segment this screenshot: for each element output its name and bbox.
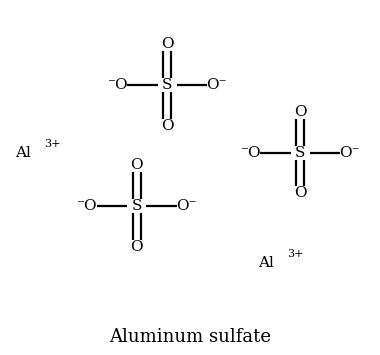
Text: O: O xyxy=(130,158,143,172)
Text: O⁻: O⁻ xyxy=(176,199,196,213)
Text: O: O xyxy=(161,37,174,51)
Text: Al: Al xyxy=(258,256,274,270)
Text: Aluminum sulfate: Aluminum sulfate xyxy=(109,328,271,346)
Text: ⁻O: ⁻O xyxy=(241,146,261,160)
Text: 3+: 3+ xyxy=(44,139,60,149)
Text: ⁻O: ⁻O xyxy=(77,199,98,213)
Text: O: O xyxy=(161,119,174,133)
Text: Al: Al xyxy=(15,146,31,160)
Text: S: S xyxy=(295,146,306,160)
Text: 3+: 3+ xyxy=(287,249,303,259)
Text: O⁻: O⁻ xyxy=(206,78,227,92)
Text: ⁻O: ⁻O xyxy=(108,78,128,92)
Text: O⁻: O⁻ xyxy=(339,146,360,160)
Text: O: O xyxy=(294,186,307,201)
Text: O: O xyxy=(294,105,307,119)
Text: O: O xyxy=(130,240,143,254)
Text: S: S xyxy=(162,78,173,92)
Text: S: S xyxy=(131,199,142,213)
